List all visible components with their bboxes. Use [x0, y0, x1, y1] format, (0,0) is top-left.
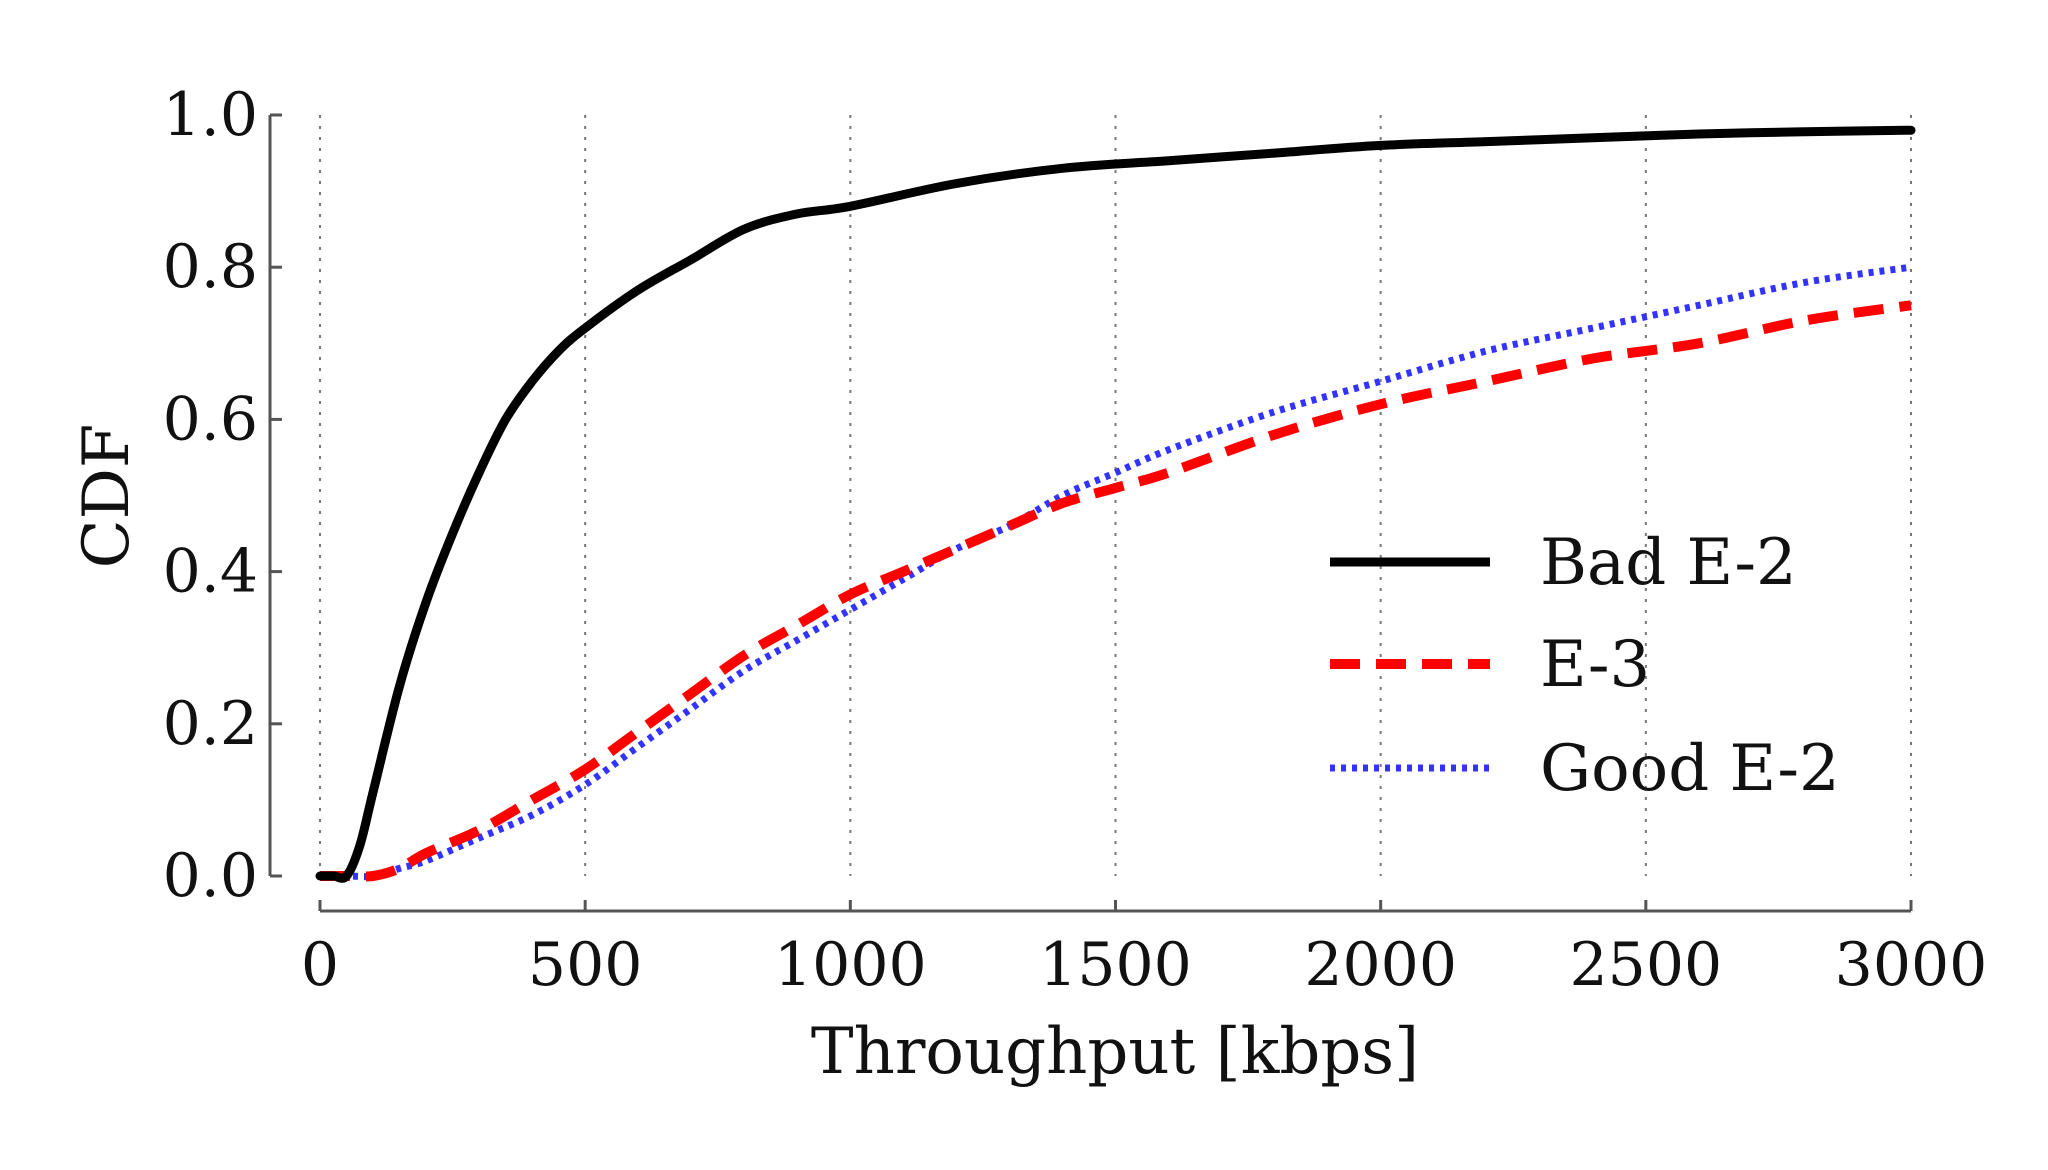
legend-label: Bad E-2 [1540, 526, 1797, 600]
y-tick-label: 1.0 [163, 80, 258, 150]
x-tick-label: 1000 [774, 930, 927, 1000]
y-tick-label: 0.4 [163, 537, 258, 607]
x-ticks: 0 500 1000 1500 2000 2500 3000 [301, 900, 1987, 1000]
x-tick-label: 1500 [1039, 930, 1192, 1000]
y-tick-label: 0.0 [163, 841, 258, 911]
x-tick-label: 2000 [1304, 930, 1457, 1000]
series-line-good-e-2 [319, 263, 1912, 881]
x-tick-label: 0 [301, 930, 339, 1000]
series-line-bad-e-2 [315, 125, 1916, 883]
y-ticks: 0.0 0.2 0.4 0.6 0.8 1.0 [163, 80, 282, 911]
legend-label: E-3 [1540, 628, 1650, 702]
legend: Bad E-2 E-3 Good E-2 [1330, 526, 1840, 806]
x-tick-label: 2500 [1569, 930, 1722, 1000]
x-tick-label: 500 [528, 930, 643, 1000]
x-axis-label: Throughput [kbps] [811, 1015, 1419, 1089]
y-axis-label: CDF [70, 424, 144, 569]
legend-label: Good E-2 [1540, 732, 1840, 806]
x-tick-label: 3000 [1835, 930, 1988, 1000]
y-tick-label: 0.8 [163, 232, 258, 302]
y-tick-label: 0.2 [163, 689, 258, 759]
series-line-e-3 [319, 300, 1912, 882]
y-tick-label: 0.6 [163, 384, 258, 454]
series-layer [315, 125, 1916, 883]
